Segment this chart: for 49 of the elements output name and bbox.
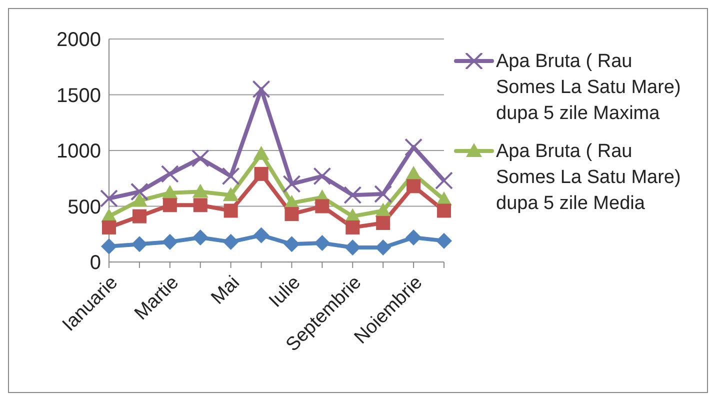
point	[435, 172, 453, 190]
point	[253, 227, 270, 244]
point	[375, 202, 392, 217]
point	[437, 204, 451, 218]
point	[284, 236, 300, 252]
point	[192, 184, 208, 198]
point	[191, 149, 210, 168]
point	[376, 216, 390, 230]
y-tick-label: 1000	[56, 140, 101, 163]
point	[346, 220, 360, 234]
point	[254, 166, 268, 181]
point	[375, 240, 392, 256]
legend-label: Apa Bruta ( Rau Somes La Satu Mare) dupa 5 zile Media	[496, 140, 682, 216]
point	[160, 164, 179, 183]
point	[406, 229, 422, 246]
point	[102, 220, 116, 234]
point	[253, 146, 270, 160]
point	[100, 189, 118, 208]
point	[222, 187, 239, 202]
y-tick-label: 500	[68, 196, 101, 218]
point	[374, 184, 392, 203]
legend-label: Apa Bruta ( Rau Somes La Satu Mare) dupa 5 zile Maxima	[496, 50, 682, 126]
point	[404, 138, 423, 156]
point	[132, 209, 146, 224]
point	[222, 234, 239, 250]
point	[436, 232, 452, 249]
point	[344, 240, 361, 256]
point	[284, 207, 299, 222]
y-tick-label: 1500	[56, 84, 101, 107]
y-tick-label: 0	[90, 252, 101, 274]
point	[101, 238, 117, 254]
point	[222, 167, 240, 186]
point	[130, 182, 148, 201]
point	[406, 179, 421, 194]
y-tick-label: 2000	[56, 29, 101, 52]
point	[282, 174, 301, 193]
x-tick-label: Mai	[207, 272, 244, 309]
point	[344, 186, 362, 204]
point	[192, 229, 208, 246]
point	[162, 198, 177, 212]
point	[252, 80, 270, 98]
point	[314, 235, 330, 252]
point	[193, 198, 208, 212]
point	[224, 204, 238, 218]
point	[131, 236, 148, 252]
point	[313, 167, 332, 186]
point	[131, 192, 148, 207]
point	[315, 199, 330, 214]
point	[162, 234, 178, 250]
